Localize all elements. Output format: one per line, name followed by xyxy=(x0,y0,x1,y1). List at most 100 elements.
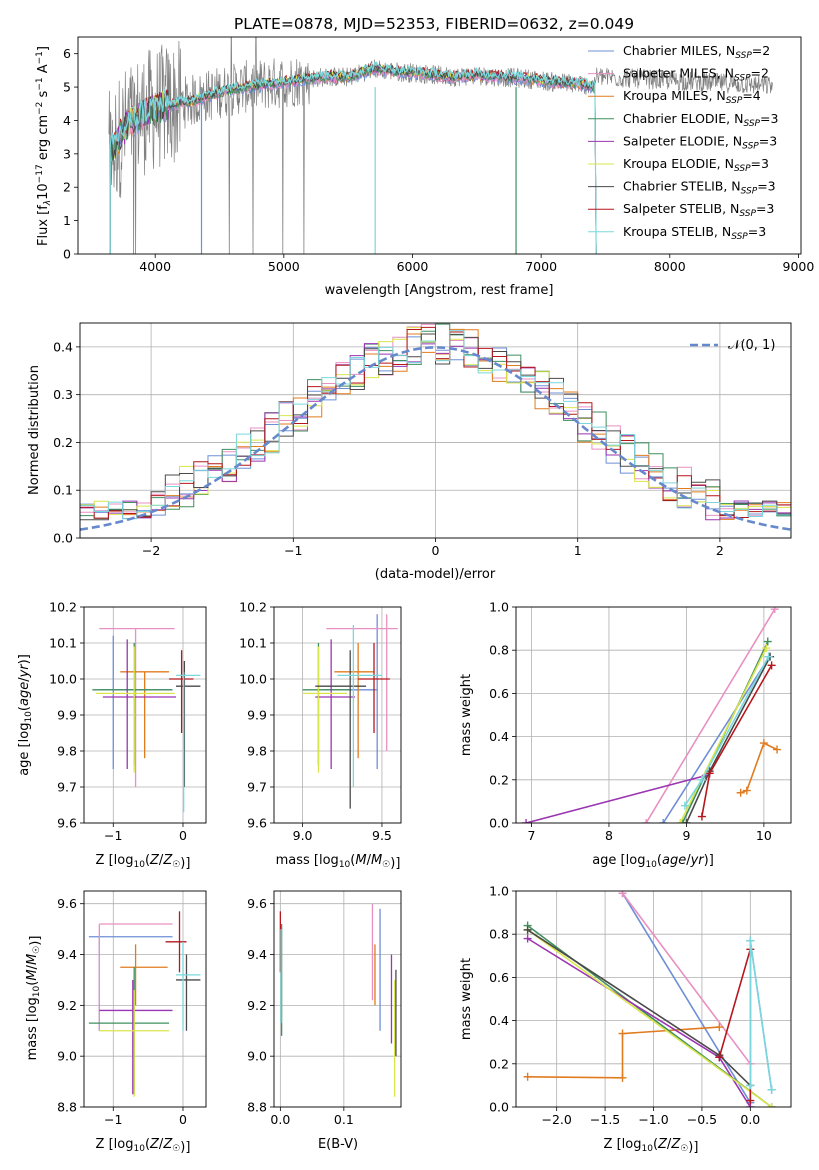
y-tick-label: 6 xyxy=(63,46,71,61)
legend-entry: Kroupa STELIB, NSSP=3 xyxy=(623,224,766,242)
legend-entry: Salpeter MILES, NSSP=2 xyxy=(623,66,769,84)
x-tick-label: 2 xyxy=(716,543,724,558)
weight-marker xyxy=(715,1053,724,1062)
weight-series xyxy=(645,608,776,823)
plot-area xyxy=(522,607,782,823)
y-tick-label: 9.2 xyxy=(57,998,77,1013)
y-tick-label: 9.6 xyxy=(247,896,267,911)
histogram-series xyxy=(80,330,791,538)
x-tick-label: −2 xyxy=(142,543,160,558)
panel-residuals: −2 −1 0 1 2 0.0 0.1 0.2 0.3 0.4 𝒩(0, 1) (data-model… xyxy=(27,322,792,582)
x-axis-label: E(B-V) xyxy=(318,1137,358,1152)
weight-series xyxy=(621,892,773,1106)
y-tick-label: 9.0 xyxy=(57,1049,77,1064)
y-tick-label: 9.4 xyxy=(247,947,267,962)
weight-series xyxy=(527,937,751,1107)
y-tick-label: 2 xyxy=(63,180,71,195)
y-tick-label: 10.0 xyxy=(49,672,77,687)
y-tick-label: 9.6 xyxy=(57,816,77,831)
weight-marker xyxy=(715,1023,724,1032)
x-tick-label: −0.5 xyxy=(687,1112,717,1127)
weight-series xyxy=(740,741,778,794)
panel-mass-vs-ebv: 0.0 0.1 8.8 9.0 9.2 9.4 9.6 E(B-V) xyxy=(247,890,402,1152)
panel-weight-vs-Z: −2.0 −1.5 −1.0 −0.5 0.0 0.0 0.2 0.4 0.6 0.8 1.0 Z [… xyxy=(459,884,792,1155)
weight-marker xyxy=(697,812,706,821)
axes-frame xyxy=(273,890,402,1108)
weight-series xyxy=(525,774,707,823)
x-tick-label: 8 xyxy=(605,828,613,843)
y-tick-label: 0.4 xyxy=(53,339,73,354)
weight-series xyxy=(684,656,770,807)
panel-age-vs-Z: −1 0 9.6 9.7 9.8 9.9 10.0 10.1 10.2 Z [log10(Z/Z☉… xyxy=(17,600,207,871)
y-tick-label: 0.2 xyxy=(489,772,509,787)
x-axis-label: Z [log10(Z/Z☉)] xyxy=(96,1137,191,1155)
weight-marker xyxy=(680,801,689,810)
y-axis-label: mass [log10(M/M☉)] xyxy=(25,936,43,1061)
y-tick-label: 0.6 xyxy=(489,686,509,701)
weight-marker xyxy=(682,819,691,823)
weight-marker xyxy=(618,1073,627,1082)
y-axis-label: Flux [fλ10−17 erg cm−2 s−1 A−1] xyxy=(35,46,53,246)
x-tick-label: −1.5 xyxy=(590,1112,620,1127)
y-axis-label: age [log10(age/yr)] xyxy=(17,654,34,776)
y-tick-label: 5 xyxy=(63,80,71,95)
charts-layer: 4000 5000 6000 7000 8000 90000123456wavelengt… xyxy=(17,36,814,1155)
y-tick-label: 0.1 xyxy=(53,483,73,498)
weight-marker xyxy=(767,1103,776,1107)
weight-marker xyxy=(762,644,771,653)
x-tick-label: 9.5 xyxy=(372,828,392,843)
plot-area xyxy=(108,37,774,254)
weight-marker xyxy=(697,775,706,784)
x-axis-label: Z [log10(Z/Z☉)] xyxy=(604,1137,699,1155)
y-tick-label: 9.9 xyxy=(57,708,77,723)
y-tick-label: 0.0 xyxy=(489,1100,509,1115)
legend-entry: Salpeter STELIB, NSSP=3 xyxy=(623,201,774,219)
y-tick-label: 9.0 xyxy=(247,1049,267,1064)
axes-frame xyxy=(79,322,792,539)
y-tick-label: 9.2 xyxy=(247,998,267,1013)
y-tick-label: 0.2 xyxy=(53,435,73,450)
weight-marker xyxy=(736,788,745,797)
y-tick-label: 10.2 xyxy=(239,600,267,615)
y-tick-label: 0.0 xyxy=(53,531,73,546)
y-tick-label: 0.6 xyxy=(489,970,509,985)
y-tick-label: 9.7 xyxy=(247,780,267,795)
x-tick-label: 8000 xyxy=(654,259,686,274)
x-tick-label: 0 xyxy=(179,828,187,843)
weight-series xyxy=(679,647,767,823)
axes-frame xyxy=(77,36,802,255)
x-tick-label: 5000 xyxy=(268,259,300,274)
weight-marker xyxy=(767,1085,776,1094)
weight-marker xyxy=(746,1096,755,1105)
weight-marker xyxy=(773,745,782,754)
x-tick-label: 10 xyxy=(756,828,772,843)
legend-entry: Salpeter ELODIE, NSSP=3 xyxy=(623,133,777,151)
y-tick-label: 8.8 xyxy=(247,1100,267,1115)
data-spectrum-line xyxy=(108,37,774,254)
figure-title: PLATE=0878, MJD=52353, FIBERID=0632, z=0… xyxy=(234,15,634,33)
weight-series xyxy=(701,664,773,817)
x-tick-label: −1 xyxy=(104,1112,122,1127)
panel-spectrum: 4000 5000 6000 7000 8000 9000 0 1 2 3 4 5 6 wavelengt… xyxy=(35,36,814,298)
weight-marker xyxy=(522,819,531,823)
x-tick-label: 0 xyxy=(179,1112,187,1127)
plot-area xyxy=(302,614,398,809)
y-tick-label: 9.6 xyxy=(57,896,77,911)
weight-series xyxy=(527,929,773,1107)
legend-entry: Kroupa MILES, NSSP=4 xyxy=(623,88,761,106)
y-tick-label: 0.4 xyxy=(489,729,509,744)
weight-series xyxy=(527,1026,720,1079)
x-tick-label: 6000 xyxy=(397,259,429,274)
x-tick-label: 9 xyxy=(682,828,690,843)
x-tick-label: 7 xyxy=(528,828,536,843)
plot-area xyxy=(92,627,201,813)
y-tick-label: 10.1 xyxy=(239,636,267,651)
y-tick-label: 9.9 xyxy=(247,708,267,723)
x-tick-label: −1.0 xyxy=(638,1112,668,1127)
x-tick-label: 0 xyxy=(432,543,440,558)
weight-marker xyxy=(746,1081,755,1090)
weight-marker xyxy=(642,819,651,823)
y-tick-label: 0.4 xyxy=(489,1013,509,1028)
weight-series xyxy=(749,940,773,1090)
